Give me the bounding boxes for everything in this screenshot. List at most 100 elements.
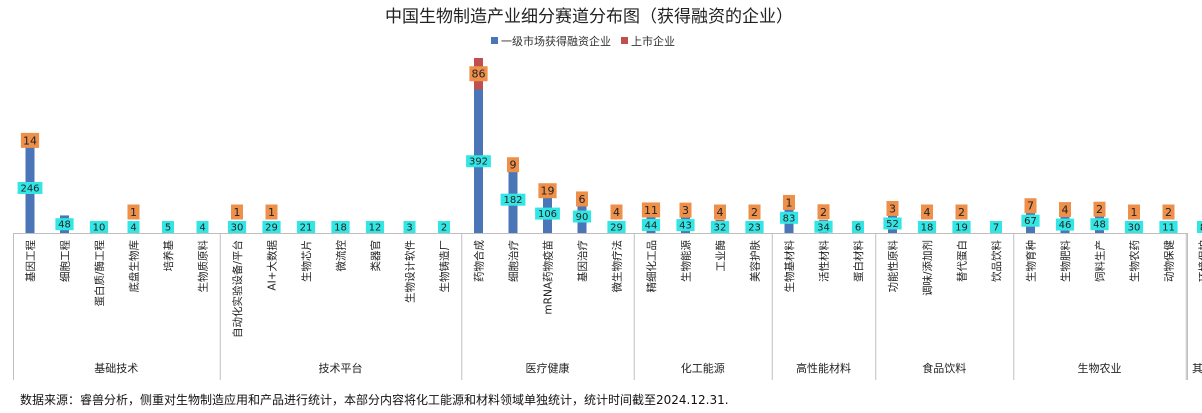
data-label-b-7: 1	[234, 206, 241, 219]
data-label-b-14-bg	[469, 66, 488, 82]
data-label-a-22: 23	[748, 223, 761, 234]
data-label-a-27: 18	[921, 223, 934, 234]
data-label-b-32: 2	[1096, 203, 1103, 216]
data-label-b-16: 19	[541, 185, 555, 198]
data-label-b-26-bg	[886, 200, 899, 216]
data-label-a-8-bg	[262, 221, 281, 233]
data-label-a-1: 246	[20, 183, 39, 194]
data-label-b-18: 4	[613, 206, 620, 219]
data-label-b-28-bg	[955, 204, 968, 220]
data-label-a-33: 30	[1128, 223, 1141, 234]
group-label-5: 高性能材料	[796, 361, 851, 375]
data-label-b-32-bg	[1093, 201, 1106, 217]
data-label-a-34: 11	[1162, 223, 1175, 234]
data-label-b-15-bg	[507, 157, 519, 173]
axes	[13, 233, 1188, 380]
data-label-b-34: 2	[1165, 206, 1172, 219]
data-label-b-30-bg	[1024, 198, 1037, 214]
data-label-a-23: 83	[783, 213, 796, 224]
data-label-b-18-bg	[610, 204, 623, 220]
data-label-a-24: 34	[817, 222, 830, 233]
category-label-14: 药物合成	[473, 240, 486, 282]
data-label-a-26-bg	[883, 217, 902, 230]
data-label-a-15-bg	[500, 193, 526, 206]
data-label-a-11: 12	[369, 223, 382, 234]
data-label-a-29: 7	[993, 223, 999, 234]
data-label-a-8: 29	[265, 223, 278, 234]
data-label-b-15: 9	[510, 159, 517, 172]
data-label-b-22: 2	[751, 206, 758, 219]
data-label-a-28: 19	[955, 223, 968, 234]
data-label-a-9: 21	[300, 223, 313, 234]
data-label-b-24-bg	[817, 204, 830, 220]
bar-b-24	[819, 219, 828, 221]
data-label-b-34-bg	[1162, 204, 1175, 220]
data-label-a-16-bg	[535, 207, 560, 220]
legend-swatch-1	[491, 37, 498, 44]
category-label-30: 生物育种	[1025, 240, 1038, 282]
data-label-a-14: 392	[469, 157, 488, 168]
category-label-33: 生物农药	[1128, 240, 1141, 282]
data-label-a-30-bg	[1021, 214, 1040, 227]
data-label-b-21: 4	[717, 206, 724, 219]
category-label-6: 生物质原料	[197, 240, 210, 293]
data-label-a-15: 182	[503, 195, 522, 206]
data-label-b-28: 2	[958, 206, 965, 219]
data-label-b-26: 3	[889, 202, 896, 215]
data-label-a-26: 52	[886, 219, 899, 230]
category-label-7: 自动化实验设备/平台	[231, 240, 244, 338]
group-label-6: 食品饮料	[922, 361, 966, 375]
category-label-19: 精细化工品	[645, 240, 658, 293]
data-label-a-31: 46	[1059, 220, 1072, 231]
data-label-b-33-bg	[1128, 204, 1140, 220]
category-label-17: 基因治疗	[576, 240, 589, 282]
data-label-b-1-bg	[20, 132, 40, 148]
data-label-a-12: 3	[406, 223, 412, 234]
legend-label-1: 一级市场获得融资企业	[501, 34, 611, 48]
group-label-2: 技术平台	[319, 361, 363, 375]
group-label-3: 医疗健康	[526, 361, 570, 375]
data-label-a-11-bg	[365, 221, 385, 233]
data-label-b-22-bg	[748, 204, 761, 220]
data-label-a-2-bg	[55, 218, 74, 231]
data-label-a-10: 18	[334, 223, 347, 234]
data-label-a-32-bg	[1090, 218, 1109, 231]
data-label-b-7-bg	[231, 204, 243, 220]
data-label-b-16-bg	[538, 183, 557, 199]
data-label-b-30: 7	[1027, 200, 1034, 213]
data-label-a-10-bg	[331, 221, 350, 233]
category-label-2: 细胞工程	[59, 240, 72, 282]
category-label-1: 基因工程	[24, 240, 37, 282]
data-label-a-18: 29	[610, 223, 623, 234]
data-label-a-23-bg	[779, 211, 799, 224]
category-label-27: 调味/添加剂	[921, 240, 934, 296]
category-label-25: 蛋白材料	[852, 240, 865, 282]
data-label-a-25-bg	[852, 221, 864, 233]
data-label-b-17-bg	[576, 191, 588, 207]
data-label-a-35: 8	[1200, 223, 1202, 234]
data-label-a-22-bg	[745, 221, 764, 233]
data-label-a-3-bg	[89, 221, 109, 233]
data-label-b-21-bg	[714, 204, 726, 220]
data-label-a-32: 48	[1093, 220, 1106, 231]
category-label-15: 细胞治疗	[507, 240, 520, 282]
category-label-9: 生物芯片	[300, 240, 313, 282]
legend-swatch-2	[621, 37, 628, 44]
data-label-a-31-bg	[1055, 218, 1075, 231]
group-label-8: 其他	[1192, 362, 1202, 375]
category-label-24: 活性材料	[818, 240, 831, 282]
chart-title: 中国生物制造产业细分赛道分布图（获得融资的企业）	[385, 6, 793, 27]
data-label-a-21: 32	[714, 223, 727, 234]
data-label-a-18-bg	[607, 221, 626, 233]
data-label-a-13-bg	[438, 221, 450, 233]
category-label-23: 生物基材料	[783, 240, 796, 293]
data-label-a-20: 43	[679, 221, 692, 232]
category-label-34: 动物保健	[1163, 240, 1176, 282]
group-label-4: 化工能源	[681, 361, 725, 375]
data-label-b-23: 1	[786, 196, 793, 209]
data-label-b-20: 3	[682, 204, 689, 217]
category-label-13: 生物铸造厂	[438, 240, 451, 293]
category-label-29: 饮品饮料	[990, 240, 1003, 282]
data-label-b-8-bg	[265, 204, 278, 220]
